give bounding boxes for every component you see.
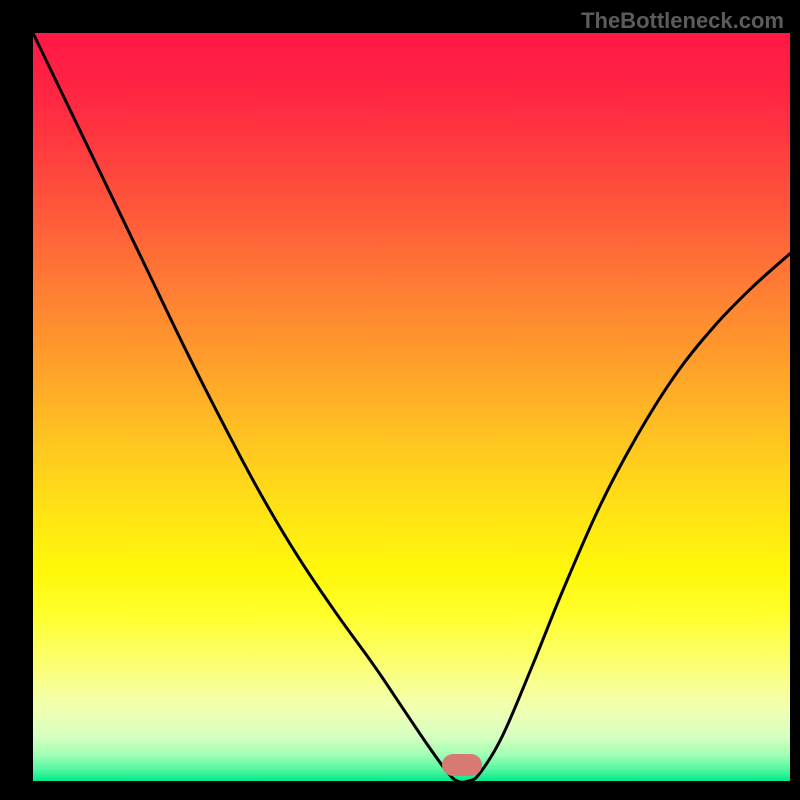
- bottleneck-curve: [0, 0, 800, 800]
- chart-container: TheBottleneck.com: [0, 0, 800, 800]
- optimal-marker: [442, 754, 482, 776]
- source-attribution: TheBottleneck.com: [581, 8, 784, 34]
